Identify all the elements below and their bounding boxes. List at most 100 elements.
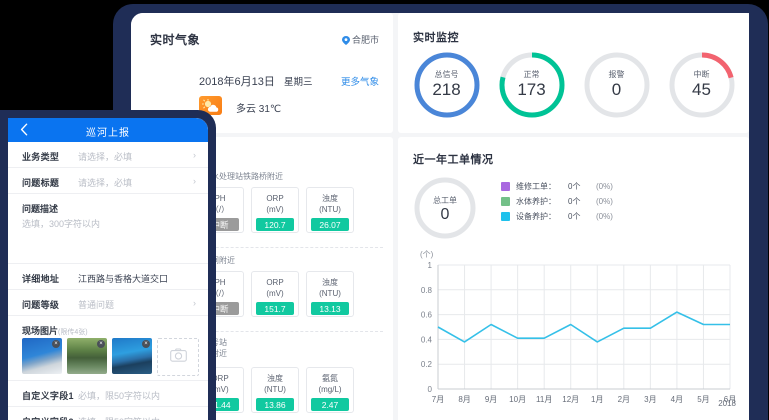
metric-name: PH — [214, 194, 226, 203]
divider — [141, 331, 383, 332]
row-label: 自定义字段1 — [22, 391, 74, 401]
photos-hint: (限传4张) — [58, 329, 88, 336]
svg-text:1月: 1月 — [591, 395, 603, 404]
phone-row-level[interactable]: 问题等级 普通问题 › — [8, 290, 208, 316]
phone-screen: 巡河上报 业务类型 请选择，必填 › 问题标题 请选择，必填 › 问题描述 选填… — [8, 118, 208, 420]
metric-unit: (mV) — [266, 205, 284, 214]
row-value: 请选择，必填 — [78, 152, 133, 162]
metric-chip[interactable]: ORP (mV) 120.7 — [251, 187, 299, 233]
ring-label: 总信号 — [434, 70, 459, 79]
monitor-ring-alarm[interactable]: 报警 0 — [581, 49, 653, 121]
svg-text:9月: 9月 — [485, 395, 497, 404]
metric-chip[interactable]: ORP (mV) 151.7 — [251, 271, 299, 317]
metric-value: 2.47 — [311, 398, 349, 411]
metric-value: 13.13 — [311, 302, 349, 315]
row-value: 普通问题 — [78, 300, 115, 310]
workorder-line-chart[interactable]: (个) 0 0.2 0.4 0.6 0.8 1 7月 8月 9月 10月 11月 12月 1月 2月 3月 4… — [406, 249, 742, 420]
dashboard-surface: 实时气象 合肥市 2018年6月13日 星期三 更多气象 — [131, 13, 749, 420]
photo-thumbnail[interactable]: × — [67, 338, 107, 374]
legend-item[interactable]: 设备养护： 0个 (0%) — [501, 209, 613, 224]
svg-text:2月: 2月 — [618, 395, 630, 404]
metric-name: 浊度 — [322, 278, 338, 287]
svg-text:0.6: 0.6 — [421, 311, 433, 320]
metric-unit: (NTU) — [264, 385, 286, 394]
metric-name: 浊度 — [267, 374, 283, 383]
svg-text:7月: 7月 — [432, 395, 444, 404]
photo-thumbnails: × × × — [22, 338, 199, 376]
svg-text:11月: 11月 — [536, 395, 552, 404]
legend-percent: (0%) — [596, 182, 613, 191]
row-value: 选填，限50字符以内 — [78, 415, 160, 420]
metric-chip[interactable]: 浊度 (NTU) 26.07 — [306, 187, 354, 233]
close-circle-icon[interactable]: × — [52, 340, 60, 348]
monitor-ring-normal[interactable]: 正常 173 — [496, 49, 568, 121]
svg-text:5月: 5月 — [697, 395, 709, 404]
row-label: 自定义字段2 — [22, 415, 74, 420]
weather-date: 2018年6月13日 — [199, 76, 275, 88]
metric-chip[interactable]: 浊度 (NTU) 13.86 — [251, 367, 299, 413]
row-value: 必填，限50字符以内 — [78, 391, 161, 401]
metric-unit: （/） — [210, 205, 230, 214]
metric-unit: (mV) — [211, 385, 229, 394]
legend-count: 0个 — [568, 182, 581, 191]
svg-text:0: 0 — [428, 385, 433, 394]
realtime-monitor-card: 实时监控 总信号 218 正常 173 — [398, 13, 749, 133]
row-label: 详细地址 — [22, 274, 60, 284]
station-title: 河闸附近 — [203, 256, 235, 265]
phone-row-custom-1[interactable]: 自定义字段1 必填，限50字符以内 — [8, 380, 208, 406]
chevron-right-icon: › — [193, 150, 196, 160]
legend-count: 0个 — [568, 212, 581, 221]
more-weather-link[interactable]: 更多气象 — [340, 77, 379, 88]
ring-value: 45 — [692, 80, 711, 99]
metric-name: ORP — [266, 278, 284, 287]
legend-item[interactable]: 水体养护： 0个 (0%) — [501, 194, 613, 209]
phone-titlebar — [8, 118, 208, 142]
phone-row-issue-title[interactable]: 问题标题 请选择，必填 › — [8, 168, 208, 194]
photos-label: 现场图片(限传4张) — [22, 324, 88, 337]
add-photo-button[interactable] — [157, 338, 199, 376]
description-label: 问题描述 — [22, 204, 59, 214]
legend-swatch-repair — [501, 182, 510, 191]
metric-value: 151.7 — [256, 302, 294, 315]
metric-name: ORP — [266, 194, 284, 203]
description-input[interactable]: 选填，300字符以内 — [22, 219, 101, 229]
svg-text:0.4: 0.4 — [421, 335, 433, 344]
phone-row-business-type[interactable]: 业务类型 请选择，必填 › — [8, 142, 208, 168]
legend-count: 0个 — [568, 197, 581, 206]
workorder-donut-label: 总工单 — [433, 196, 457, 205]
weather-city: 合肥市 — [341, 33, 379, 46]
photo-thumbnail[interactable]: × — [112, 338, 152, 374]
phone-row-custom-2[interactable]: 自定义字段2 选填，限50字符以内 — [8, 406, 208, 420]
photo-thumbnail[interactable]: × — [22, 338, 62, 374]
divider — [141, 247, 383, 248]
close-circle-icon[interactable]: × — [97, 340, 105, 348]
metric-name: 氨氮 — [322, 374, 338, 383]
monitor-rings: 总信号 218 正常 173 报警 0 — [404, 49, 744, 121]
weather-weekday: 星期三 — [284, 77, 313, 88]
metric-unit: (NTU) — [319, 205, 341, 214]
legend-item[interactable]: 维修工单： 0个 (0%) — [501, 179, 613, 194]
row-label: 业务类型 — [22, 152, 60, 162]
metric-chip[interactable]: 浊度 (NTU) 13.13 — [306, 271, 354, 317]
legend-label: 水体养护： — [516, 197, 556, 206]
chevron-right-icon: › — [193, 176, 196, 186]
svg-text:12月: 12月 — [562, 395, 579, 404]
phone-row-address[interactable]: 详细地址 江西路与香格大道交口 — [8, 264, 208, 290]
close-circle-icon[interactable]: × — [142, 340, 150, 348]
chevron-right-icon: › — [193, 298, 196, 308]
monitor-ring-total[interactable]: 总信号 218 — [411, 49, 483, 121]
weather-title: 实时气象 — [150, 33, 201, 47]
metric-chip[interactable]: 氨氮 (mg/L) 2.47 — [306, 367, 354, 413]
weather-temperature: 31℃ — [258, 104, 282, 115]
svg-text:3月: 3月 — [644, 395, 656, 404]
metric-name: PH — [214, 278, 226, 287]
workorder-legend: 维修工单： 0个 (0%) 水体养护： 0个 (0%) 设备养护： 0个 (0%… — [501, 179, 613, 224]
chart-year-label: 2018 — [718, 399, 736, 408]
legend-swatch-water — [501, 197, 510, 206]
monitor-ring-interrupt[interactable]: 中断 45 — [666, 49, 738, 121]
weather-condition-text: 多云 — [236, 104, 256, 115]
workorder-donut[interactable]: 总工单 0 — [412, 175, 478, 241]
chevron-left-icon[interactable] — [20, 123, 28, 136]
row-label: 问题等级 — [22, 300, 60, 310]
